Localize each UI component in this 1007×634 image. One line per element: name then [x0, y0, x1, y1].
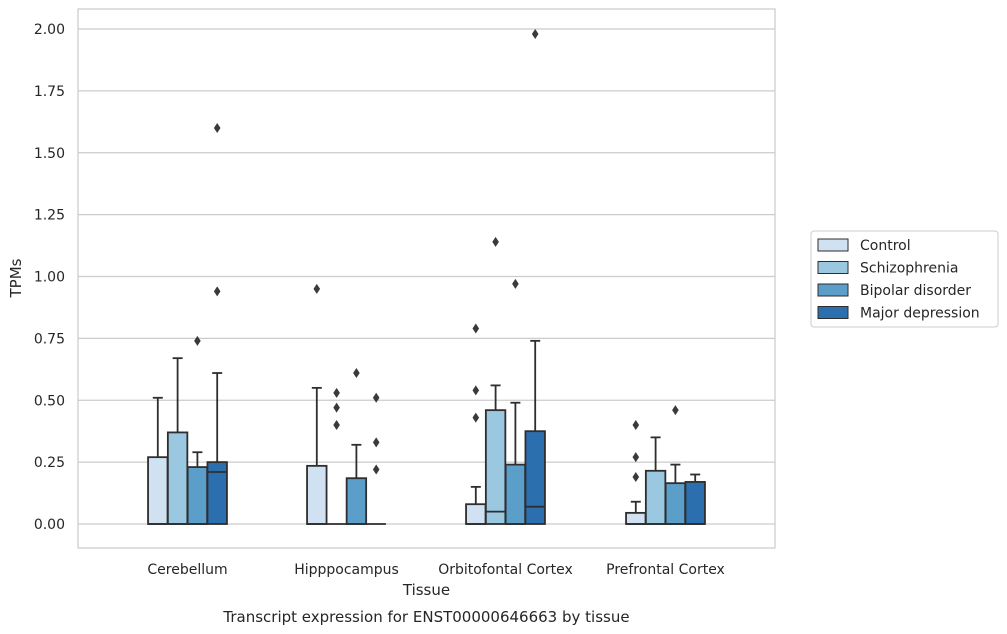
box-body	[504, 463, 527, 525]
y-tick-label: 0.00	[34, 517, 65, 533]
y-tick-labels: 0.00 0.25 0.50 0.75 1.00 1.25 1.50 1.75 2.00	[34, 22, 65, 533]
y-tick-label: 0.75	[34, 331, 65, 347]
box-schizophrenia	[484, 236, 507, 525]
box-schizophrenia	[644, 436, 667, 525]
legend-swatch	[817, 283, 849, 297]
box-body	[465, 503, 487, 525]
x-tick-label: Cerebellum	[147, 562, 227, 578]
box-bipolar-disorder	[664, 405, 687, 525]
x-axis-label: Tissue	[402, 581, 450, 599]
y-tick-label: 2.00	[34, 22, 65, 38]
box-control	[625, 420, 647, 525]
legend: Control Schizophrenia Bipolar disorder Majo…	[810, 230, 999, 328]
box-body	[644, 469, 667, 525]
box-control	[465, 323, 487, 525]
y-tick-label: 1.75	[34, 84, 65, 100]
outlier-point	[313, 283, 321, 294]
outlier-point	[372, 464, 380, 475]
outlier-point	[213, 123, 221, 133]
box-bipolar-disorder	[345, 368, 368, 525]
box-body	[524, 430, 546, 525]
outlier-point	[353, 368, 360, 379]
box-bipolar-disorder	[186, 335, 209, 525]
box-control	[306, 283, 328, 525]
legend-label: Bipolar disorder	[860, 283, 971, 299]
box-body	[166, 431, 189, 525]
box-body	[306, 464, 328, 525]
outlier-point	[372, 392, 380, 403]
box-schizophrenia	[166, 357, 189, 525]
outlier-point	[632, 471, 640, 482]
legend-swatch	[817, 306, 849, 319]
x-tick-label: Hipppocampus	[294, 562, 399, 578]
box-major-depression	[366, 392, 386, 525]
box-body	[206, 461, 228, 525]
legend-label: Schizophrenia	[860, 261, 958, 277]
y-tick-label: 0.25	[34, 455, 65, 471]
y-tick-label: 1.00	[34, 270, 65, 286]
outlier-point	[512, 278, 519, 289]
outlier-point	[472, 412, 480, 423]
legend-label: Control	[860, 238, 911, 254]
outlier-point	[372, 437, 380, 448]
outlier-point	[213, 286, 221, 297]
x-tick-label: Prefrontal Cortex	[606, 562, 725, 578]
box-body	[186, 466, 209, 525]
y-axis-label: TPMs	[7, 258, 25, 298]
box-body	[684, 481, 706, 525]
outlier-point	[531, 28, 539, 39]
box-control	[147, 396, 169, 525]
box-major-depression	[684, 473, 706, 525]
x-tick-labels: Cerebellum Hipppocampus Orbitofontal Corte…	[147, 562, 724, 578]
outlier-point	[632, 452, 640, 463]
box-groups	[147, 28, 706, 525]
grid-lines	[78, 28, 775, 525]
outlier-point	[333, 387, 340, 398]
x-tick-label: Orbitofontal Cortex	[438, 562, 573, 578]
box-body	[484, 409, 507, 525]
box-body	[664, 482, 687, 525]
box-body	[147, 456, 169, 525]
y-tick-label: 0.50	[34, 393, 65, 409]
legend-swatch	[817, 238, 849, 252]
box-body	[625, 511, 647, 525]
box-schizophrenia	[326, 387, 347, 525]
outlier-point	[333, 402, 340, 413]
box-major-depression	[206, 123, 228, 525]
outlier-point	[472, 323, 480, 334]
legend-swatch	[817, 261, 849, 274]
outlier-point	[472, 385, 480, 396]
box-major-depression	[524, 28, 546, 525]
outlier-point	[194, 335, 201, 346]
outlier-point	[632, 420, 640, 430]
outlier-point	[492, 236, 499, 247]
plot-frame	[77, 8, 776, 549]
chart-title: Transcript expression for ENST0000064666…	[222, 608, 629, 626]
outlier-point	[333, 420, 340, 430]
y-tick-label: 1.50	[34, 146, 65, 162]
box-body	[345, 477, 368, 525]
outlier-point	[672, 405, 679, 416]
box-bipolar-disorder	[504, 278, 527, 525]
y-tick-label: 1.25	[34, 208, 65, 224]
legend-label: Major depression	[860, 306, 980, 322]
legend-frame	[810, 230, 999, 328]
